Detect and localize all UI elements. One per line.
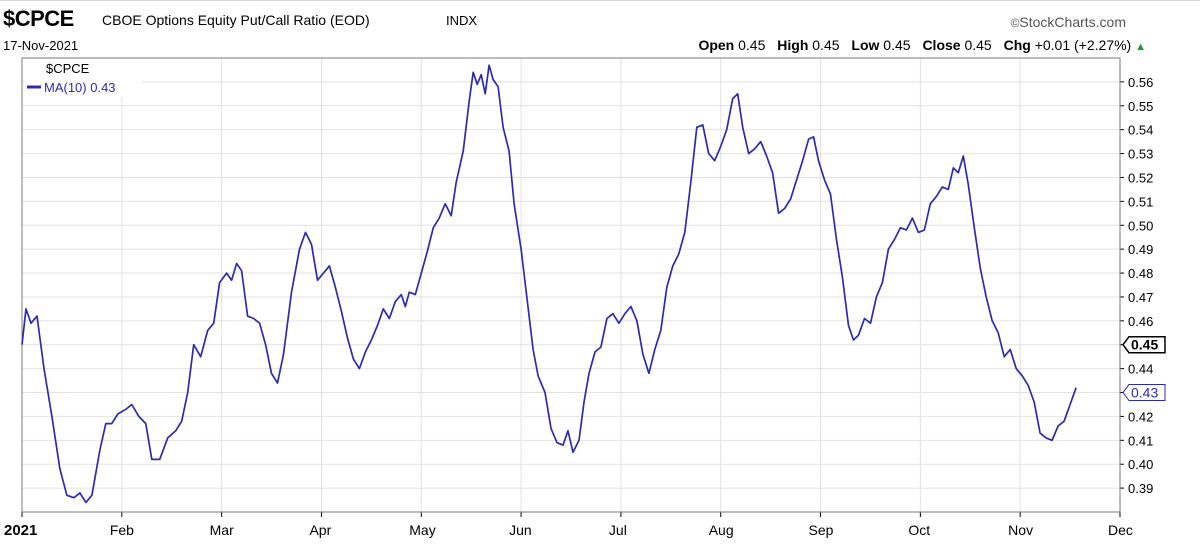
y-tick-label: 0.51 bbox=[1128, 194, 1153, 209]
y-tick-label: 0.44 bbox=[1128, 362, 1153, 377]
y-tick-label: 0.56 bbox=[1128, 75, 1153, 90]
y-tick-label: 0.39 bbox=[1128, 481, 1153, 496]
high-value: 0.45 bbox=[812, 37, 840, 53]
x-tick-label: Oct bbox=[908, 522, 930, 538]
plot-frame bbox=[21, 57, 1121, 513]
y-tick-label: 0.50 bbox=[1128, 218, 1153, 233]
low-value: 0.45 bbox=[883, 37, 911, 53]
copyright-icon: © bbox=[1010, 16, 1020, 30]
y-tick-label: 0.42 bbox=[1128, 409, 1153, 424]
chg-label: Chg bbox=[1003, 37, 1031, 53]
y-tick-label: 0.52 bbox=[1128, 170, 1153, 185]
brand-watermark[interactable]: ©StockCharts.com bbox=[1011, 14, 1126, 30]
quote-bar: Open 0.45 High 0.45 Low 0.45 Close 0.45 … bbox=[698, 37, 1146, 53]
chg-value: +0.01 (+2.27%) bbox=[1034, 37, 1132, 53]
open-value: 0.45 bbox=[738, 37, 766, 53]
ma10-series-line bbox=[21, 64, 1077, 504]
y-tick-label: 0.46 bbox=[1128, 314, 1153, 329]
ma-marker-tag bbox=[1122, 384, 1166, 402]
price-marker-tag-label: 0.45 bbox=[1131, 337, 1158, 353]
x-tick-label: Jun bbox=[509, 522, 532, 538]
y-tick-label: 0.49 bbox=[1128, 242, 1153, 257]
brand-name: StockCharts.com bbox=[1019, 14, 1126, 30]
chart-symbol: $CPCE bbox=[3, 6, 74, 31]
exchange-label: INDX bbox=[446, 13, 478, 28]
y-tick-label: 0.55 bbox=[1128, 99, 1153, 114]
x-tick-label: Feb bbox=[110, 522, 134, 538]
y-tick-label: 0.53 bbox=[1128, 147, 1153, 162]
x-tick-label: Jul bbox=[609, 522, 627, 538]
legend-ma: MA(10) 0.43 bbox=[44, 80, 116, 95]
y-tick-label: 0.47 bbox=[1128, 290, 1153, 305]
x-tick-label: Apr bbox=[309, 522, 331, 538]
x-tick-label: 2021 bbox=[4, 522, 37, 539]
x-tick-label: Dec bbox=[1108, 522, 1133, 538]
top-border bbox=[0, 0, 1200, 1]
price-marker-tag bbox=[1122, 335, 1166, 354]
legend-background bbox=[24, 59, 142, 97]
chart-date: 17-Nov-2021 bbox=[3, 38, 79, 53]
y-tick-label: 0.41 bbox=[1128, 433, 1153, 448]
legend-symbol: $CPCE bbox=[46, 61, 90, 76]
close-label: Close bbox=[922, 37, 961, 53]
y-tick-label: 0.48 bbox=[1128, 266, 1153, 281]
y-tick-label: 0.54 bbox=[1128, 123, 1153, 138]
x-tick-label: May bbox=[409, 522, 435, 538]
y-tick-label: 0.40 bbox=[1128, 457, 1153, 472]
x-tick-label: Nov bbox=[1008, 522, 1033, 538]
high-label: High bbox=[777, 37, 809, 53]
ma-marker-tag-label: 0.43 bbox=[1131, 385, 1158, 401]
x-tick-label: Sep bbox=[809, 522, 834, 538]
open-label: Open bbox=[698, 37, 735, 53]
x-tick-label: Aug bbox=[709, 522, 734, 538]
low-label: Low bbox=[851, 37, 880, 53]
chart-description: CBOE Options Equity Put/Call Ratio (EOD) bbox=[102, 12, 370, 28]
x-tick-label: Mar bbox=[210, 522, 234, 538]
close-value: 0.45 bbox=[964, 37, 992, 53]
up-triangle-icon: ▲ bbox=[1135, 41, 1146, 53]
